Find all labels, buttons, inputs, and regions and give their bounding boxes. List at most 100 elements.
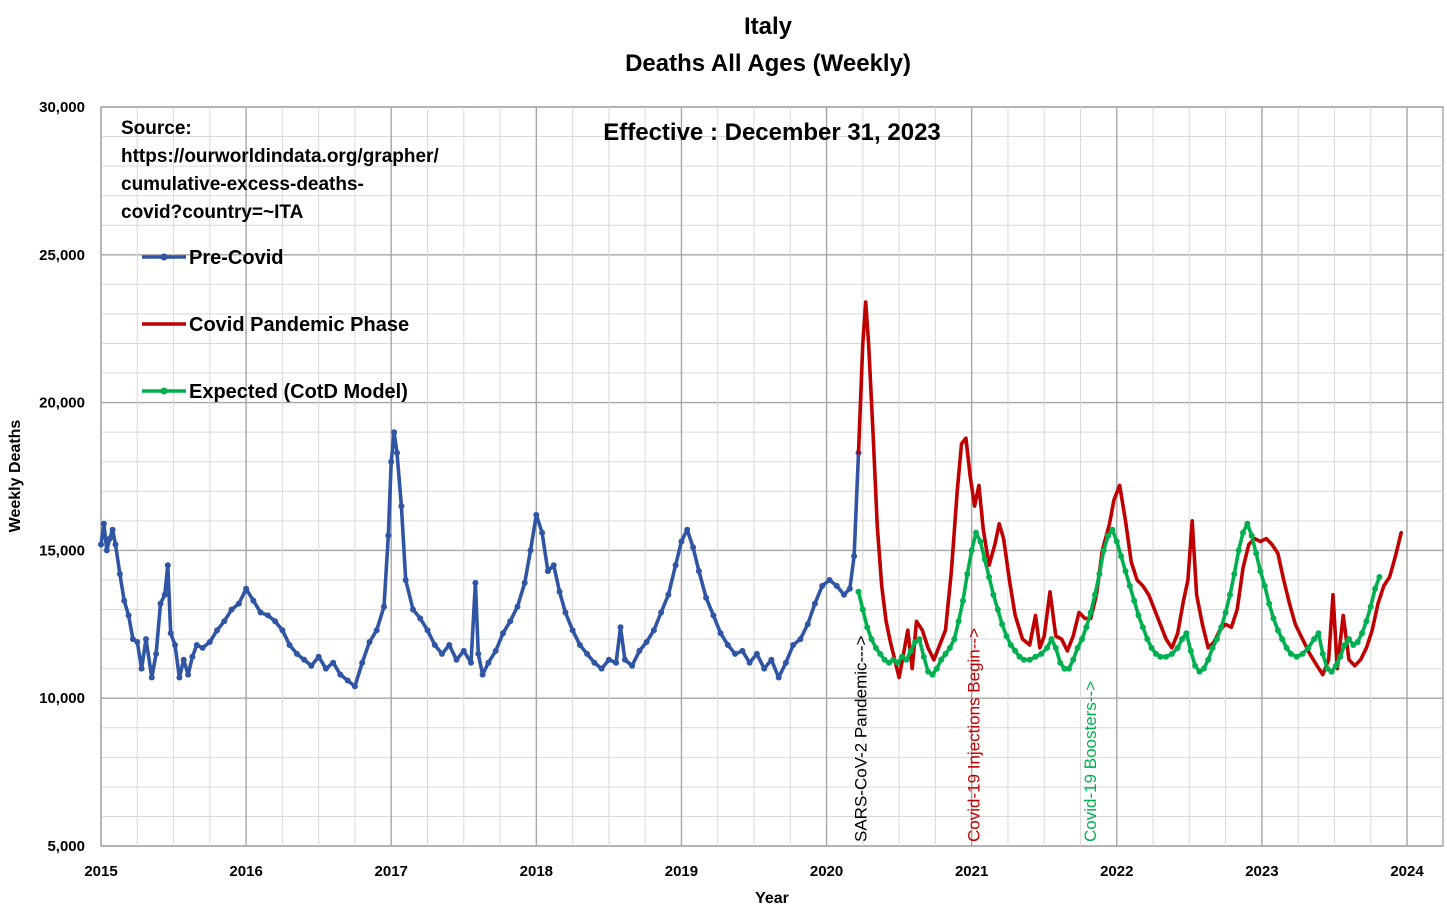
x-tick-label: 2018	[520, 863, 553, 880]
data-point	[1311, 636, 1318, 643]
data-point	[1231, 571, 1238, 577]
data-point	[527, 547, 534, 554]
data-point	[907, 647, 914, 654]
data-point	[492, 647, 499, 654]
data-point	[206, 639, 213, 645]
data-point	[739, 647, 746, 654]
data-point	[468, 659, 474, 666]
source-line: https://ourworldindata.org/grapher/	[121, 146, 439, 167]
data-point	[1192, 662, 1199, 669]
data-point	[942, 650, 949, 657]
x-axis-label: Year	[755, 890, 789, 907]
data-point	[912, 639, 919, 645]
data-point	[1270, 615, 1277, 622]
data-point	[1257, 568, 1264, 575]
data-point	[591, 659, 598, 666]
data-point	[180, 656, 187, 663]
data-point	[550, 562, 557, 569]
data-point	[990, 591, 997, 598]
data-point	[1003, 633, 1010, 640]
data-point	[1337, 653, 1344, 660]
data-point	[938, 656, 945, 663]
data-point	[1087, 609, 1094, 616]
data-point	[1144, 636, 1151, 643]
data-point	[121, 597, 128, 604]
data-point	[1113, 538, 1120, 545]
data-point	[500, 630, 506, 637]
x-tick-label: 2017	[375, 863, 408, 880]
data-point	[768, 656, 775, 663]
y-tick-label: 5,000	[47, 838, 85, 855]
data-point	[1350, 642, 1357, 648]
data-point	[761, 665, 768, 672]
data-point	[1376, 574, 1383, 580]
data-point	[533, 511, 540, 518]
data-point	[629, 662, 636, 669]
data-point	[286, 642, 293, 648]
data-point	[373, 627, 380, 634]
data-point	[1315, 630, 1322, 637]
data-point	[556, 588, 563, 595]
data-point	[475, 650, 482, 657]
data-point	[826, 577, 833, 583]
data-point	[439, 650, 445, 657]
data-point	[1092, 591, 1098, 598]
x-tick-label: 2023	[1245, 863, 1278, 880]
y-axis-label: Weekly Deaths	[7, 420, 24, 533]
data-point	[851, 553, 858, 560]
y-tick-label: 10,000	[39, 690, 85, 707]
data-point	[1305, 644, 1312, 651]
data-point	[841, 591, 847, 598]
data-point	[621, 656, 628, 663]
legend-marker	[160, 253, 168, 261]
data-point	[1126, 582, 1133, 589]
data-point	[636, 647, 643, 654]
data-point	[1213, 636, 1220, 643]
data-point	[951, 636, 958, 643]
data-point	[1359, 630, 1365, 637]
data-point	[981, 556, 988, 563]
data-point	[1096, 571, 1103, 577]
x-axis-ticks: 2015 2016 2017 2018 2019 2020 2021 2022 2023 2024	[84, 863, 1424, 880]
data-point	[157, 600, 164, 607]
data-point	[116, 571, 123, 577]
legend-label: Expected (CotD Model)	[189, 381, 408, 403]
data-point	[1354, 639, 1361, 645]
data-point	[916, 636, 923, 643]
data-point	[994, 606, 1001, 613]
data-point	[431, 642, 438, 648]
data-point	[1174, 644, 1181, 651]
data-point	[1168, 650, 1175, 657]
y-tick-label: 20,000	[39, 395, 85, 412]
data-point	[1048, 636, 1055, 643]
data-point	[98, 541, 104, 548]
data-point	[746, 659, 753, 666]
data-point	[344, 677, 351, 684]
data-point	[106, 535, 113, 542]
source-line: Source:	[121, 118, 192, 139]
x-tick-label: 2024	[1390, 863, 1424, 880]
data-point	[658, 609, 665, 616]
data-point	[359, 659, 366, 666]
data-point	[322, 665, 329, 672]
data-point	[868, 636, 875, 643]
series-covid-pandemic-phase	[856, 300, 1403, 680]
data-point	[1248, 532, 1255, 539]
data-point	[1083, 624, 1090, 631]
series-layer	[98, 300, 1403, 690]
legend-marker	[160, 387, 168, 395]
data-point	[385, 532, 392, 539]
data-point	[1179, 636, 1186, 643]
data-point	[955, 618, 962, 625]
data-point	[1253, 550, 1260, 557]
data-point	[833, 582, 840, 589]
y-axis-ticks: 5,000 10,000 15,000 20,000 25,000 30,000	[39, 99, 85, 855]
data-point	[148, 674, 155, 681]
data-point	[472, 579, 479, 586]
data-point	[112, 541, 119, 548]
data-point	[330, 659, 337, 666]
data-point	[453, 656, 460, 663]
data-point	[176, 674, 183, 681]
data-point	[134, 639, 141, 645]
data-point	[672, 562, 679, 569]
